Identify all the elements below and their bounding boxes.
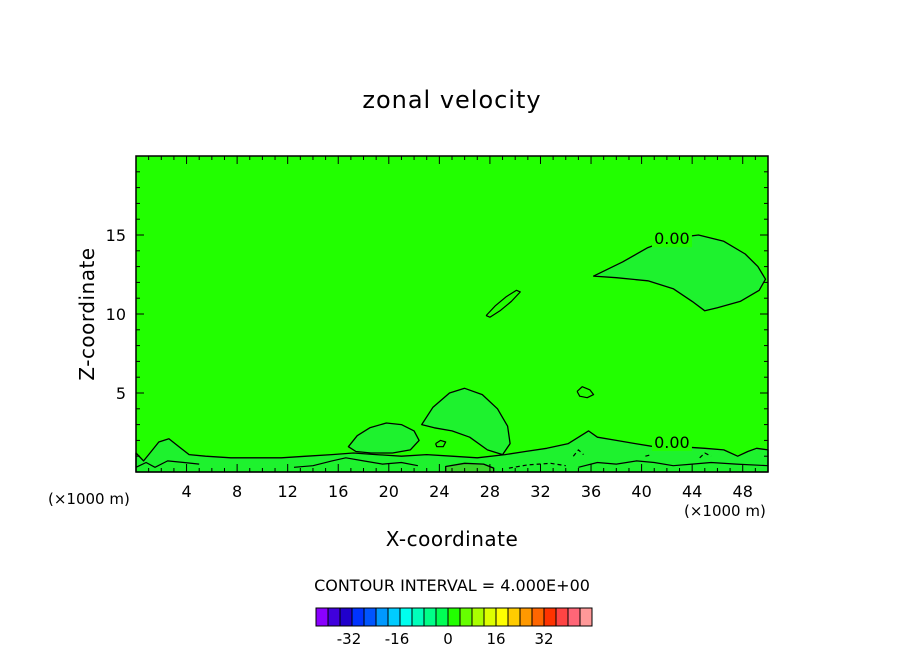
y-tick-label: 15	[106, 226, 126, 245]
contour-label: 0.00	[654, 433, 690, 452]
contour-line-ellipse-mid	[485, 289, 521, 318]
contour-region-bottom-band	[135, 430, 769, 473]
contour-line-right-wiggle	[578, 460, 769, 468]
x-tick-label: 4	[181, 482, 191, 501]
x-tick-label: 48	[733, 482, 753, 501]
colorbar-swatch	[531, 607, 545, 627]
colorbar-tick-label: 16	[486, 630, 505, 648]
contour-line-left-wiggle	[135, 460, 200, 468]
contour-line-dash-a	[508, 462, 566, 469]
colorbar-swatch	[495, 607, 509, 627]
contour-label: 0.00	[654, 229, 690, 248]
colorbar-swatch	[579, 607, 593, 627]
colorbar-tick-label: -32	[337, 630, 362, 648]
x-tick-label: 16	[328, 482, 348, 501]
colorbar-swatch	[411, 607, 425, 627]
y-tick-label: 5	[116, 384, 126, 403]
colorbar-tick-label: 0	[443, 630, 453, 648]
colorbar-swatch	[555, 607, 569, 627]
colorbar-swatch	[387, 607, 401, 627]
colorbar-swatch	[327, 607, 341, 627]
contour-label-bg	[651, 229, 692, 248]
colorbar-swatch	[375, 607, 389, 627]
contour-line-small-cell-x35	[576, 386, 595, 399]
colorbar-swatch	[471, 607, 485, 627]
colorbar-swatch	[519, 607, 533, 627]
colorbar-swatch	[543, 607, 557, 627]
x-tick-label: 32	[530, 482, 550, 501]
x-tick-label: 36	[581, 482, 601, 501]
colorbar-swatch	[567, 607, 581, 627]
contour-label-bg	[651, 432, 692, 451]
x-tick-label: 28	[480, 482, 500, 501]
colorbar-swatch	[339, 607, 353, 627]
contour-line-dash-d	[645, 454, 652, 457]
colorbar-swatch	[483, 607, 497, 627]
colorbar-swatch	[435, 607, 449, 627]
colorbar-swatch	[459, 607, 473, 627]
colorbar-swatch	[351, 607, 365, 627]
colorbar-swatch	[399, 607, 413, 627]
x-tick-label: 8	[232, 482, 242, 501]
x-tick-label: 12	[278, 482, 298, 501]
colorbar-swatch	[315, 607, 329, 627]
colorbar-tick-label: 32	[534, 630, 553, 648]
chart-title: zonal velocity	[362, 86, 542, 114]
colorbar-swatch	[447, 607, 461, 627]
contour-region-bump-near-x20	[347, 422, 420, 454]
y-axis-label: Z-coordinate	[75, 247, 99, 381]
contour-region-bump-near-x26	[421, 387, 511, 456]
x-axis-label: X-coordinate	[385, 527, 519, 551]
x-unit-label-left: (×1000 m)	[48, 490, 130, 508]
x-tick-label: 44	[682, 482, 702, 501]
y-tick-label: 10	[106, 305, 126, 324]
x-unit-label-right: (×1000 m)	[684, 502, 766, 520]
contour-line-mid-wiggle	[293, 457, 419, 468]
colorbar-tick-label: -16	[385, 630, 410, 648]
contour-line-small-cell-x24	[435, 439, 447, 448]
contour-line-dash-c	[699, 452, 712, 459]
contour-interval-text: CONTOUR INTERVAL = 4.000E+00	[314, 576, 590, 595]
colorbar-swatch	[507, 607, 521, 627]
colorbar-swatch	[363, 607, 377, 627]
contour-line-dash-b	[572, 449, 584, 457]
x-tick-label: 24	[429, 482, 449, 501]
colorbar-swatch	[423, 607, 437, 627]
x-tick-label: 20	[379, 482, 399, 501]
x-tick-label: 40	[631, 482, 651, 501]
